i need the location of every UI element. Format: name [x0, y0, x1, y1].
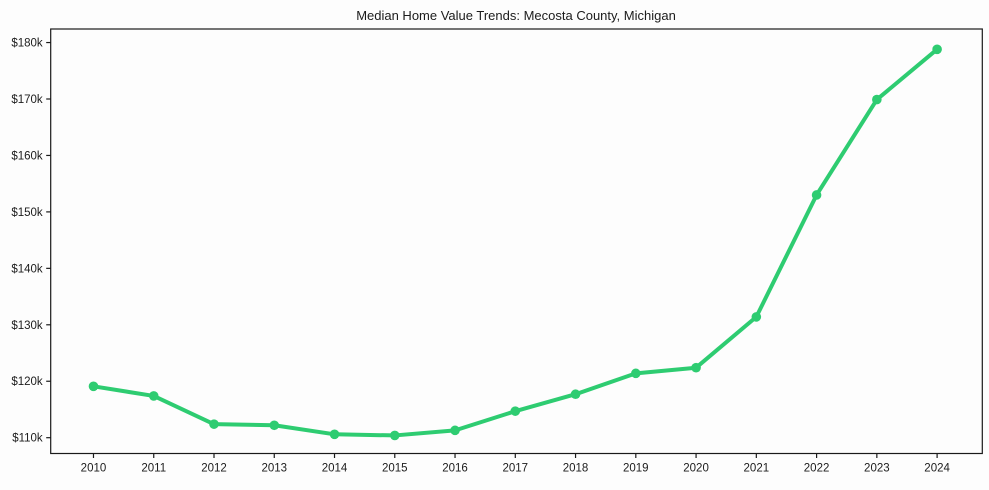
y-tick-label: $150k — [11, 207, 43, 219]
data-point-2011 — [148, 391, 159, 401]
x-tick-label: 2017 — [502, 463, 528, 475]
data-point-2023 — [872, 94, 882, 105]
x-tick-label: 2010 — [81, 463, 107, 475]
x-tick-label: 2012 — [201, 463, 227, 475]
x-tick-label: 2013 — [261, 463, 287, 475]
data-point-2014 — [329, 429, 340, 440]
x-tick-label: 2020 — [683, 463, 709, 475]
x-tick-label: 2011 — [141, 463, 166, 475]
data-point-2016 — [450, 425, 460, 436]
data-point-2020 — [691, 362, 701, 373]
data-point-2019 — [631, 368, 641, 379]
y-tick-label: $140k — [11, 263, 43, 275]
x-tick-label: 2019 — [623, 463, 649, 475]
chart-title: Median Home Value Trends: Mecosta County… — [356, 8, 676, 23]
x-tick-label: 2021 — [744, 463, 770, 475]
x-tick-label: 2015 — [382, 463, 408, 475]
data-point-2012 — [209, 419, 219, 429]
x-tick-label: 2023 — [864, 463, 890, 475]
y-tick-label: $180k — [11, 38, 43, 50]
y-tick-label: $130k — [11, 320, 43, 332]
data-point-2022 — [811, 190, 822, 200]
x-tick-label: 2018 — [563, 463, 589, 475]
plot-border — [50, 28, 983, 455]
y-tick-label: $160k — [11, 150, 43, 162]
data-point-2021 — [751, 312, 762, 322]
data-point-2015 — [389, 430, 400, 441]
x-tick-label: 2022 — [804, 463, 830, 475]
plot-area: 2010 2011 2012 2013 2014 2015 2016 2017 2018 2019… — [11, 28, 983, 475]
data-point-2013 — [269, 420, 280, 431]
trend-line — [91, 47, 940, 438]
y-tick-label: $170k — [11, 94, 43, 106]
data-point-2010 — [88, 381, 99, 392]
x-tick-label: 2014 — [322, 463, 348, 475]
data-point-2017 — [510, 406, 521, 416]
data-point-2018 — [570, 389, 581, 400]
x-tick-label: 2016 — [442, 463, 468, 475]
y-tick-label: $110k — [12, 433, 43, 445]
x-tick-label: 2024 — [924, 463, 950, 475]
data-point-2024 — [932, 44, 942, 55]
y-tick-label: $120k — [11, 376, 43, 388]
